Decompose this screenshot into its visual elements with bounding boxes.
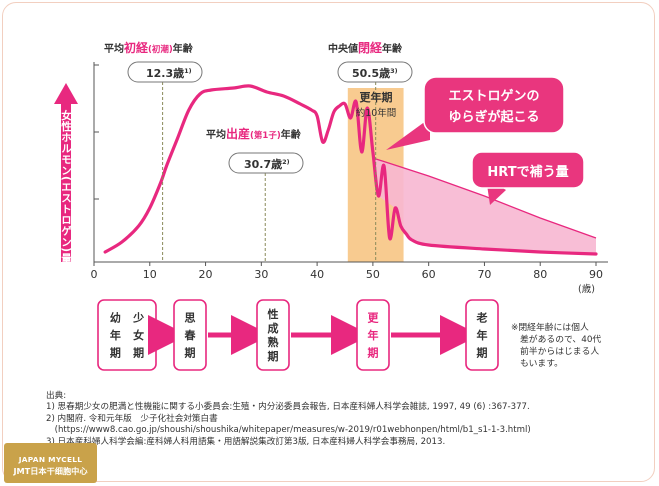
menopause-title: 中央値閉経年齢 xyxy=(328,40,403,55)
life-stage-char: 年 xyxy=(110,328,121,342)
life-stage-char: 年 xyxy=(477,328,488,342)
logo-text-en: JAPAN MYCELL xyxy=(18,455,83,464)
x-tick-label: 10 xyxy=(143,268,157,281)
menopause-value: 50.5歳3) xyxy=(352,66,398,80)
life-stage-box xyxy=(356,299,390,371)
x-tick-label: 40 xyxy=(310,268,324,281)
jmt-logo: JAPAN MYCELL JMT日本干细胞中心 xyxy=(4,443,97,483)
x-tick-label: 20 xyxy=(199,268,213,281)
life-stage-char: 期 xyxy=(268,349,279,363)
menarche-title: 平均初経(初潮)年齢 xyxy=(104,40,194,55)
fluctuation-callout-line2: ゆらぎが起こる xyxy=(448,109,539,125)
estrogen-curve xyxy=(103,84,598,256)
life-stage-box xyxy=(465,299,499,371)
life-stage-char: 性 xyxy=(268,307,279,321)
y-axis-label: 女性ホルモン(エストロゲン)量 xyxy=(60,109,72,263)
life-stage-box xyxy=(173,299,207,371)
life-stage-char: 思 xyxy=(185,312,196,325)
life-stage-char: 期 xyxy=(133,346,144,360)
menarche-value: 12.3歳1) xyxy=(146,66,192,80)
fluctuation-callout-line1: エストロゲンの xyxy=(448,88,539,104)
source-line-4: 3) 日本産科婦人科学会編:産科婦人科用語集・用語解説集改訂第3版, 日本産科婦… xyxy=(46,436,446,447)
life-stage-char: 幼 xyxy=(110,311,121,325)
climacteric-duration: 約10年間 xyxy=(356,107,397,119)
life-stage-char: 期 xyxy=(185,346,196,360)
life-stage-char: 年 xyxy=(368,328,379,342)
life-stage-char: 更 xyxy=(368,312,380,325)
hrt-callout xyxy=(471,151,585,189)
hrt-callout-text: HRTで補う量 xyxy=(487,164,568,180)
source-line-3: (https://www8.cao.go.jp/shoushi/shoushik… xyxy=(46,425,531,436)
x-tick-label: 30 xyxy=(254,268,268,281)
climacteric-label: 更年期 xyxy=(360,90,393,104)
life-stage-char: 女 xyxy=(133,328,144,342)
x-tick-label: 0 xyxy=(91,268,98,281)
logo-text-jp: JMT日本干细胞中心 xyxy=(13,466,88,476)
y-axis-arrow xyxy=(54,83,78,262)
menarche-value-box xyxy=(127,61,203,83)
sources-heading: 出典: xyxy=(46,391,67,401)
source-line-1: 1) 思春期少女の肥満と性機能に関する小委員会:生殖・内分泌委員会報告, 日本産… xyxy=(46,402,530,413)
first-birth-value-box xyxy=(228,152,304,174)
life-stage-char: 期 xyxy=(110,346,121,360)
life-stage-box xyxy=(97,299,157,371)
menopause-value-box xyxy=(337,61,413,83)
hrt-supplement-area xyxy=(372,158,596,254)
first-birth-title: 平均出産(第1子)年齢 xyxy=(206,126,302,141)
life-stage-char: 春 xyxy=(185,328,197,342)
source-line-2: 2) 内閣府. 令和元年版 少子化社会対策白書 xyxy=(46,413,218,424)
x-tick-label: 60 xyxy=(422,268,436,281)
life-stage-char: 期 xyxy=(477,346,488,360)
life-stage-char: 成 xyxy=(268,321,279,335)
x-axis-unit: (歳) xyxy=(578,283,595,295)
sources-block: 出典: 1) 思春期少女の肥満と性機能に関する小委員会:生殖・内分泌委員会報告,… xyxy=(46,391,656,448)
x-tick-label: 50 xyxy=(366,268,380,281)
hrt-upper-line xyxy=(372,157,597,239)
x-tick-label: 80 xyxy=(533,268,547,281)
life-stage-char: 少 xyxy=(132,311,144,325)
first-birth-value: 30.7歳2) xyxy=(244,157,290,171)
side-note: ※閉経年齢には個人 差があるので、40代 前半からはじまる人 もいます。 xyxy=(511,321,604,369)
fluctuation-callout-pointer xyxy=(386,118,430,150)
fluctuation-callout xyxy=(423,76,565,134)
life-stage-box xyxy=(256,299,290,371)
life-stage-char: 熟 xyxy=(268,335,279,349)
life-stage-char: 期 xyxy=(368,346,379,360)
life-stage-char: 老 xyxy=(476,311,488,325)
x-tick-label: 70 xyxy=(477,268,491,281)
x-tick-label: 90 xyxy=(589,268,603,281)
